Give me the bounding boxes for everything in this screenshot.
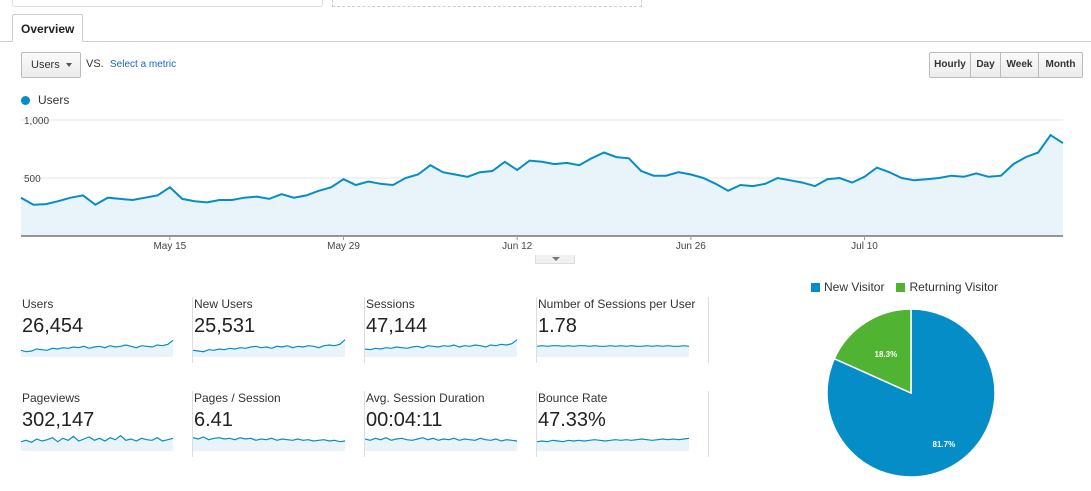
metric-tile[interactable]: Sessions 47,144 [365, 297, 537, 363]
sparkline-line [21, 339, 174, 353]
sparkline-line [193, 339, 346, 353]
chart-collapse-handle[interactable] [535, 255, 575, 264]
sparkline-line [365, 339, 518, 351]
metric-sparkline [537, 437, 690, 451]
metric-value: 26,454 [22, 315, 84, 337]
granularity-month-button[interactable]: Month [1039, 53, 1082, 77]
sparkline-line [537, 345, 690, 347]
metric-label: Sessions [366, 297, 415, 311]
sparkline-area [537, 345, 689, 357]
select-metric-link[interactable]: Select a metric [110, 59, 177, 70]
pie-slice-label: 18.3% [875, 350, 898, 359]
metric-tile[interactable]: New Users 25,531 [193, 297, 365, 363]
sparkline-area [21, 340, 173, 357]
metric-label: Pages / Session [194, 391, 281, 405]
metric-label: Users [22, 297, 54, 311]
metric-sparkline [21, 339, 174, 357]
visitor-pie-chart: 81.7% 18.3% [826, 308, 996, 478]
users-area-fill [21, 135, 1063, 236]
metric-tile[interactable]: Avg. Session Duration 00:04:11 [365, 391, 537, 457]
legend-new-visitor-label: New Visitor [824, 280, 885, 294]
metric-label: New Users [194, 297, 253, 311]
granularity-hourly-button[interactable]: Hourly [930, 53, 971, 77]
sparkline-line [537, 437, 690, 443]
granularity-week-button[interactable]: Week [1001, 53, 1039, 77]
x-tick-label: Jun 12 [502, 241, 532, 252]
tab-bar: Overview [0, 14, 1091, 42]
main-chart-legend: Users [21, 93, 69, 107]
pie-slice-label: 81.7% [933, 440, 956, 449]
tab-overview[interactable]: Overview [12, 14, 84, 42]
x-tick-label: May 29 [327, 241, 360, 252]
metric-value: 302,147 [22, 409, 95, 431]
metric-value: 47,144 [366, 315, 428, 337]
legend-returning-visitor-label: Returning Visitor [909, 280, 998, 294]
add-segment-box[interactable] [332, 0, 642, 7]
users-series-line [20, 133, 1064, 206]
metric-sparkline [193, 339, 346, 357]
caret-down-icon [552, 257, 560, 261]
sparkline-line [365, 437, 518, 442]
metric-tile[interactable]: Bounce Rate 47.33% [537, 391, 709, 457]
y-tick-label: 500 [24, 174, 41, 185]
legend-returning-visitor[interactable]: Returning Visitor [896, 280, 998, 294]
sparkline-area [193, 339, 345, 357]
users-area-chart: 1,000 500 May 15 May 29 Jun 12 Jun 26 Jul 10 [20, 116, 1064, 252]
metric-label: Bounce Rate [538, 391, 608, 405]
metric-sparkline [193, 436, 346, 451]
vs-label: VS. [86, 58, 104, 70]
sparkline-line [193, 436, 346, 443]
sparkline-area [193, 437, 345, 451]
legend-users-label: Users [38, 93, 70, 107]
metric-tile[interactable]: Users 26,454 [21, 297, 193, 363]
metric-tile[interactable]: Number of Sessions per User 1.78 [537, 297, 709, 363]
metric-label: Avg. Session Duration [366, 391, 485, 405]
metric-value: 00:04:11 [366, 409, 443, 431]
granularity-day-button[interactable]: Day [971, 53, 1001, 77]
metric-value: 1.78 [538, 315, 577, 337]
metric-select[interactable]: Users [21, 52, 81, 78]
metric-tile[interactable]: Pages / Session 6.41 [193, 391, 365, 457]
metric-select-value: Users [31, 59, 60, 71]
sparkline-area [21, 435, 173, 451]
metric-value: 6.41 [194, 409, 233, 431]
x-tick-label: Jun 26 [676, 241, 706, 252]
y-tick-label: 1,000 [24, 116, 49, 127]
sparkline-area [365, 339, 517, 357]
metric-sparkline [21, 434, 174, 451]
x-tick-label: Jul 10 [851, 241, 878, 252]
sparkline-area [537, 438, 689, 451]
x-tick-label: May 15 [153, 241, 186, 252]
metric-value: 25,531 [194, 315, 256, 337]
metric-tile[interactable]: Pageviews 302,147 [21, 391, 193, 457]
legend-users-dot [21, 95, 30, 105]
legend-new-visitor[interactable]: New Visitor [811, 280, 884, 294]
legend-new-visitor-swatch [811, 282, 820, 292]
metric-label: Pageviews [22, 391, 81, 405]
sparkline-area [365, 437, 517, 451]
metric-sparkline [537, 345, 690, 357]
legend-returning-visitor-swatch [896, 282, 906, 292]
metric-value: 47.33% [538, 409, 606, 431]
metric-sparkline [365, 339, 518, 357]
metric-label: Number of Sessions per User [538, 297, 696, 311]
sparkline-line [21, 434, 174, 443]
pie-legend: New Visitor Returning Visitor [811, 280, 1010, 294]
granularity-toggle: Hourly Day Week Month [929, 52, 1083, 78]
metric-sparkline [365, 437, 518, 451]
pie-slice-returning-visitor [833, 308, 912, 395]
segment-box[interactable] [12, 0, 323, 7]
caret-down-icon [66, 63, 72, 67]
